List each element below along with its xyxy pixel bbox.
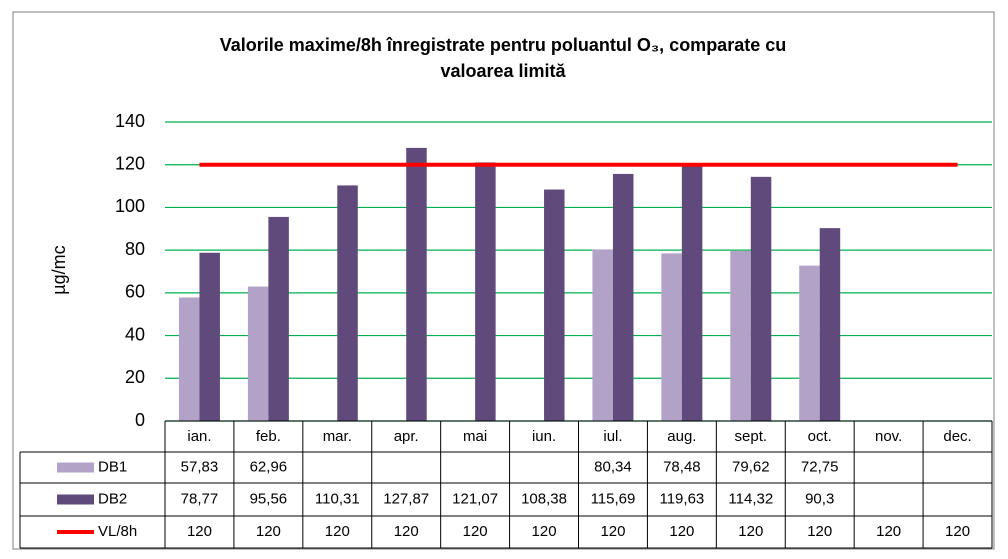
x-tick-label: iul.: [603, 428, 622, 445]
chart-title: Valorile maxime/8h înregistrate pentru p…: [220, 35, 786, 55]
bar: [592, 249, 613, 421]
data-label: 120: [325, 523, 350, 540]
legend-label: DB2: [98, 490, 127, 507]
y-tick-label: 20: [125, 367, 145, 387]
bar: [661, 253, 682, 421]
data-label: 114,32: [728, 490, 773, 507]
data-label: 72,75: [801, 458, 839, 475]
data-label: 121,07: [452, 490, 498, 507]
data-label: 79,62: [732, 458, 770, 475]
data-label: 120: [532, 523, 557, 540]
data-label: 90,3: [805, 490, 834, 507]
data-label: 120: [187, 523, 212, 540]
data-label: 80,34: [594, 458, 632, 475]
data-label: 119,63: [659, 490, 704, 507]
bar: [730, 250, 751, 421]
x-tick-label: aug.: [667, 428, 696, 445]
x-tick-label: ian.: [187, 428, 211, 445]
x-tick-label: mar.: [323, 428, 352, 445]
data-label: 115,69: [591, 490, 636, 507]
y-tick-label: 120: [115, 153, 145, 173]
data-label: 95,56: [250, 490, 288, 507]
y-tick-label: 60: [125, 282, 145, 302]
x-tick-label: mai: [463, 428, 487, 445]
x-tick-label: sept.: [735, 428, 768, 445]
data-label: 108,38: [521, 490, 567, 507]
data-label: 57,83: [181, 458, 219, 475]
chart-title: valoarea limită: [440, 61, 566, 81]
data-label: 120: [738, 523, 763, 540]
bar: [799, 265, 820, 421]
bar: [337, 185, 358, 421]
y-tick-label: 100: [115, 196, 145, 216]
data-label: 120: [876, 523, 901, 540]
data-label: 78,77: [181, 490, 219, 507]
bar: [750, 176, 772, 421]
data-label: 120: [945, 523, 970, 540]
x-tick-label: iun.: [532, 428, 556, 445]
x-tick-label: oct.: [808, 428, 832, 445]
x-tick-label: apr.: [394, 428, 419, 445]
data-label: 120: [256, 523, 281, 540]
y-tick-label: 40: [125, 324, 145, 344]
bar: [681, 165, 703, 421]
data-label: 127,87: [383, 490, 429, 507]
data-label: 120: [807, 523, 832, 540]
bar: [475, 162, 496, 421]
data-label: 120: [463, 523, 488, 540]
y-tick-label: 0: [135, 410, 145, 430]
data-label: 62,96: [250, 458, 288, 475]
data-label: 110,31: [315, 490, 360, 507]
y-tick-label: 140: [115, 111, 145, 131]
x-tick-label: nov.: [875, 428, 902, 445]
bar: [178, 297, 200, 421]
data-label: 120: [394, 523, 419, 540]
legend-key: [57, 462, 94, 473]
y-axis-label: µg/mc: [49, 245, 69, 294]
data-label: 120: [669, 523, 694, 540]
bar: [544, 189, 565, 421]
x-tick-label: feb.: [256, 428, 281, 445]
bar: [406, 147, 427, 421]
bar: [819, 228, 841, 421]
legend-key: [57, 494, 94, 505]
bar: [199, 252, 220, 421]
x-tick-label: dec.: [943, 428, 971, 445]
data-label: 120: [600, 523, 625, 540]
data-label: 78,48: [663, 458, 701, 475]
bar: [247, 286, 269, 421]
legend-label: VL/8h: [98, 523, 137, 540]
chart-border: [12, 11, 995, 550]
y-tick-label: 80: [125, 239, 145, 259]
bar: [612, 173, 634, 421]
bar: [268, 216, 289, 421]
legend-label: DB1: [98, 458, 127, 475]
